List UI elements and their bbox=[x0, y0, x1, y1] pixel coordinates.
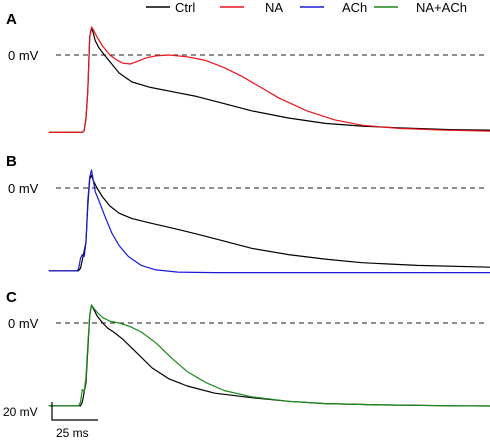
legend-label-na-ach: NA+ACh bbox=[416, 0, 467, 15]
legend-item-ach: ACh bbox=[300, 0, 367, 15]
panel-letter-b: B bbox=[6, 153, 17, 170]
zero-mv-label-b: 0 mV bbox=[8, 181, 39, 196]
panel-a: A 0 mV bbox=[6, 11, 490, 133]
panel-b: B 0 mV bbox=[6, 153, 490, 274]
scale-bar-voltage-label: 20 mV bbox=[3, 405, 38, 419]
legend-item-ctrl: Ctrl bbox=[146, 0, 195, 15]
panel-letter-c: C bbox=[6, 289, 17, 306]
trace-a-ctrl bbox=[48, 27, 490, 133]
legend-item-na-ach: NA+ACh bbox=[374, 0, 467, 15]
panel-c: C 0 mV bbox=[6, 289, 490, 407]
panel-letter-a: A bbox=[6, 11, 17, 28]
traces-b bbox=[48, 169, 490, 274]
trace-b-ach bbox=[48, 169, 490, 274]
legend-label-ach: ACh bbox=[342, 0, 367, 15]
trace-c-ctrl bbox=[48, 304, 490, 407]
scale-bar-lines bbox=[51, 402, 98, 421]
traces-a bbox=[48, 26, 490, 133]
scale-bar: 20 mV 25 ms bbox=[3, 402, 98, 440]
legend-item-na: NA bbox=[220, 0, 283, 15]
legend-label-na: NA bbox=[265, 0, 283, 15]
trace-b-ctrl bbox=[48, 174, 490, 272]
trace-c-na-ach bbox=[48, 304, 490, 407]
zero-mv-label-a: 0 mV bbox=[8, 48, 39, 63]
traces-c bbox=[48, 304, 490, 407]
scale-bar-time-label: 25 ms bbox=[56, 426, 89, 440]
zero-mv-label-c: 0 mV bbox=[8, 316, 39, 331]
legend: Ctrl NA ACh NA+ACh bbox=[146, 0, 467, 15]
trace-a-na bbox=[48, 26, 490, 133]
legend-label-ctrl: Ctrl bbox=[175, 0, 195, 15]
